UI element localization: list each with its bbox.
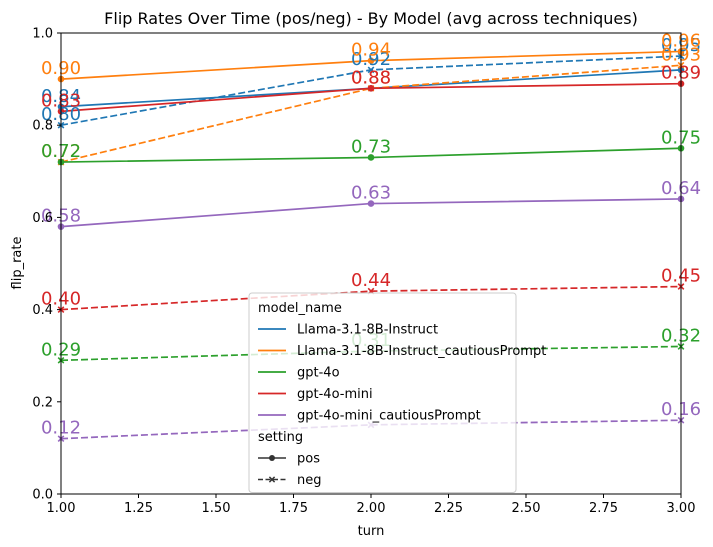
y-tick-label: 0.8 — [32, 119, 53, 134]
y-tick-label: 0.4 — [32, 303, 53, 318]
data-label-2-1: 0.94 — [351, 40, 391, 61]
legend-item: Llama-3.1-8B-Instruct — [297, 323, 438, 338]
x-tick-label: 2.50 — [512, 501, 541, 516]
y-tick-label: 0.0 — [32, 488, 53, 503]
series-point-8-1 — [367, 200, 375, 207]
legend: model_name Llama-3.1-8B-Instruct Llama-3.1… — [248, 292, 546, 493]
series-point-6-1 — [367, 85, 375, 92]
series-point-2-1 — [367, 57, 375, 64]
legend-item: gpt-4o — [297, 366, 340, 381]
x-tick-label: 1.75 — [279, 501, 308, 516]
legend-item: pos — [297, 452, 320, 467]
legend-title-model: model_name — [258, 301, 342, 316]
data-label-7-1: 0.44 — [351, 270, 391, 291]
y-tick-label: 0.6 — [32, 211, 53, 226]
legend-item: gpt-4o-mini_cautiousPrompt — [297, 409, 481, 424]
chart-title: Flip Rates Over Time (pos/neg) - By Mode… — [104, 9, 638, 28]
y-tick-label: 1.0 — [32, 27, 53, 42]
y-tick-label: 0.2 — [32, 395, 53, 410]
data-label-3-1: 0.88 — [351, 67, 391, 88]
legend-box — [248, 292, 517, 493]
series-point-4-1 — [367, 154, 375, 161]
plot-area: 0.840.800.920.950.900.94 0.960.720.880.93… — [32, 27, 701, 517]
legend-style-marker — [269, 455, 275, 461]
x-tick-label: 1.25 — [124, 501, 153, 516]
series-line-3 — [60, 64, 682, 163]
x-tick-label: 1.50 — [202, 501, 231, 516]
x-tick-label: 2.00 — [357, 501, 386, 516]
legend-style-marker — [268, 476, 276, 483]
x-tick-label: 2.75 — [589, 501, 618, 516]
data-label-6-1: 0.88 — [351, 67, 391, 88]
x-axis-label: turn — [358, 524, 385, 539]
series-point-1-1 — [367, 66, 375, 74]
x-tick-label: 2.25 — [434, 501, 463, 516]
data-label-8-1: 0.63 — [351, 183, 391, 204]
legend-title-setting: setting — [258, 430, 303, 445]
legend-item: Llama-3.1-8B-Instruct_cautiousPrompt — [297, 344, 546, 359]
y-axis-label: flip_rate — [10, 237, 25, 290]
data-label-1-1: 0.92 — [351, 49, 391, 70]
x-tick-label: 3.00 — [667, 501, 696, 516]
legend-item: neg — [297, 473, 322, 488]
legend-item: gpt-4o-mini — [297, 387, 373, 402]
data-label-4-1: 0.73 — [351, 136, 391, 157]
x-tick-label: 1.00 — [47, 501, 76, 516]
